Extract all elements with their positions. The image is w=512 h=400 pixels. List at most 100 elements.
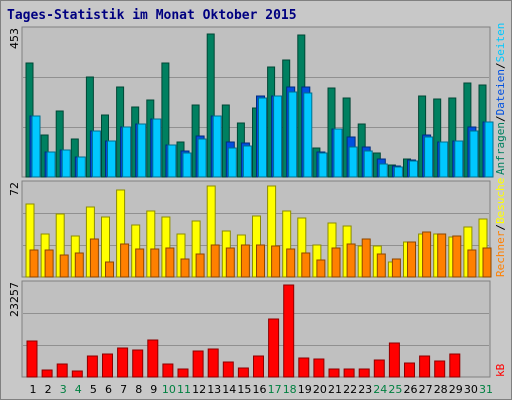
bar-rechner-14 — [225, 247, 235, 278]
bar-kb-2 — [41, 369, 53, 378]
bar-kb-16 — [253, 355, 264, 378]
bar-seiten-3 — [61, 149, 71, 178]
bar-seiten-29 — [454, 140, 464, 178]
legend-item-2-0: kB — [494, 363, 507, 377]
bar-seiten-31 — [484, 121, 494, 178]
bar-seiten-16 — [258, 97, 267, 178]
legend-panel-2: kB — [494, 363, 507, 377]
bar-seiten-7 — [122, 126, 132, 178]
day-label-17: 17 — [268, 383, 282, 396]
bar-seiten-8 — [137, 123, 147, 178]
bar-kb-8 — [132, 349, 144, 378]
bar-rechner-2 — [44, 249, 54, 278]
day-labels: 1 2 3 4 5 6 7 8 9 10 11 12 13 14 15 16 17 18 19 20 21 22 23 24 2… — [30, 383, 494, 396]
day-label-22: 22 — [343, 383, 357, 396]
bar-seiten-22 — [348, 146, 358, 178]
bar-kb-10 — [162, 363, 174, 378]
bar-kb-14 — [222, 361, 234, 378]
bar-seiten-27 — [424, 136, 434, 178]
bar-rechner-6 — [105, 261, 114, 278]
day-label-29: 29 — [449, 383, 463, 396]
legend-item-0-2: Dateien — [494, 69, 507, 115]
day-label-23: 23 — [358, 383, 372, 396]
bar-seiten-2 — [46, 151, 56, 178]
day-label-1: 1 — [30, 383, 37, 396]
bar-rechner-16 — [256, 244, 265, 278]
bar-rechner-30 — [467, 249, 477, 278]
bar-rechner-22 — [346, 243, 356, 278]
bar-seiten-14 — [227, 147, 237, 178]
bar-kb-27 — [419, 355, 431, 378]
bar-kb-28 — [434, 360, 446, 378]
day-label-21: 21 — [328, 383, 342, 396]
bar-rechner-1 — [29, 249, 39, 278]
bar-rechner-9 — [150, 248, 160, 278]
bar-kb-26 — [404, 362, 415, 378]
bar-seiten-23 — [363, 150, 373, 178]
bar-rechner-25 — [391, 258, 401, 278]
day-label-26: 26 — [404, 383, 418, 396]
day-label-20: 20 — [313, 383, 327, 396]
day-label-11: 11 — [177, 383, 191, 396]
bar-seiten-1 — [31, 115, 41, 178]
bar-rechner-5 — [89, 238, 99, 278]
day-label-13: 13 — [207, 383, 221, 396]
bar-kb-29 — [449, 353, 461, 378]
bar-rechner-20 — [316, 259, 326, 278]
day-label-12: 12 — [192, 383, 206, 396]
day-label-8: 8 — [135, 383, 142, 396]
bar-kb-5 — [86, 355, 98, 378]
bar-seiten-30 — [469, 130, 479, 178]
bars-layer — [25, 33, 494, 378]
day-label-5: 5 — [90, 383, 97, 396]
bar-kb-18 — [283, 284, 295, 378]
bar-rechner-28 — [437, 233, 447, 278]
bar-seiten-13 — [212, 115, 222, 178]
bar-seiten-17 — [273, 95, 283, 178]
day-label-14: 14 — [222, 383, 236, 396]
bar-kb-3 — [56, 363, 68, 378]
bar-seiten-5 — [91, 130, 101, 178]
day-label-3: 3 — [60, 383, 67, 396]
bar-rechner-8 — [135, 248, 145, 278]
bar-seiten-4 — [76, 156, 86, 178]
bar-seiten-26 — [409, 160, 418, 178]
bar-rechner-17 — [271, 245, 281, 278]
day-label-15: 15 — [237, 383, 251, 396]
bar-kb-7 — [117, 347, 129, 378]
top-max-label: 453 — [8, 28, 21, 49]
bar-rechner-23 — [361, 238, 371, 278]
day-label-19: 19 — [298, 383, 312, 396]
bar-kb-21 — [328, 368, 340, 378]
bar-rechner-27 — [422, 231, 432, 278]
bar-rechner-31 — [482, 247, 492, 278]
bar-kb-24 — [373, 359, 385, 378]
bar-rechner-11 — [180, 258, 190, 278]
bar-kb-19 — [298, 357, 310, 378]
bar-rechner-29 — [452, 235, 462, 278]
bar-seiten-25 — [393, 166, 403, 178]
legend-item-0-0: Anfragen — [494, 122, 507, 175]
bar-kb-22 — [343, 368, 355, 378]
bar-seiten-18 — [288, 91, 298, 178]
bar-seiten-20 — [318, 152, 328, 178]
bottom-max-label: 23257 — [8, 282, 21, 317]
bar-rechner-15 — [240, 244, 250, 278]
bar-rechner-4 — [74, 252, 84, 278]
bar-rechner-12 — [195, 253, 205, 278]
bar-kb-13 — [207, 348, 219, 378]
day-label-9: 9 — [150, 383, 157, 396]
day-label-18: 18 — [283, 383, 297, 396]
bar-kb-4 — [71, 370, 83, 378]
bar-seiten-11 — [182, 152, 192, 178]
bar-kb-6 — [102, 353, 113, 378]
day-label-4: 4 — [75, 383, 82, 396]
bar-rechner-10 — [165, 247, 175, 278]
bar-kb-15 — [237, 367, 249, 378]
legend-item-0-1: / — [494, 115, 507, 122]
bar-seiten-24 — [378, 163, 388, 178]
day-label-24: 24 — [373, 383, 387, 396]
bar-rechner-7 — [120, 243, 130, 278]
bar-rechner-13 — [210, 244, 220, 278]
